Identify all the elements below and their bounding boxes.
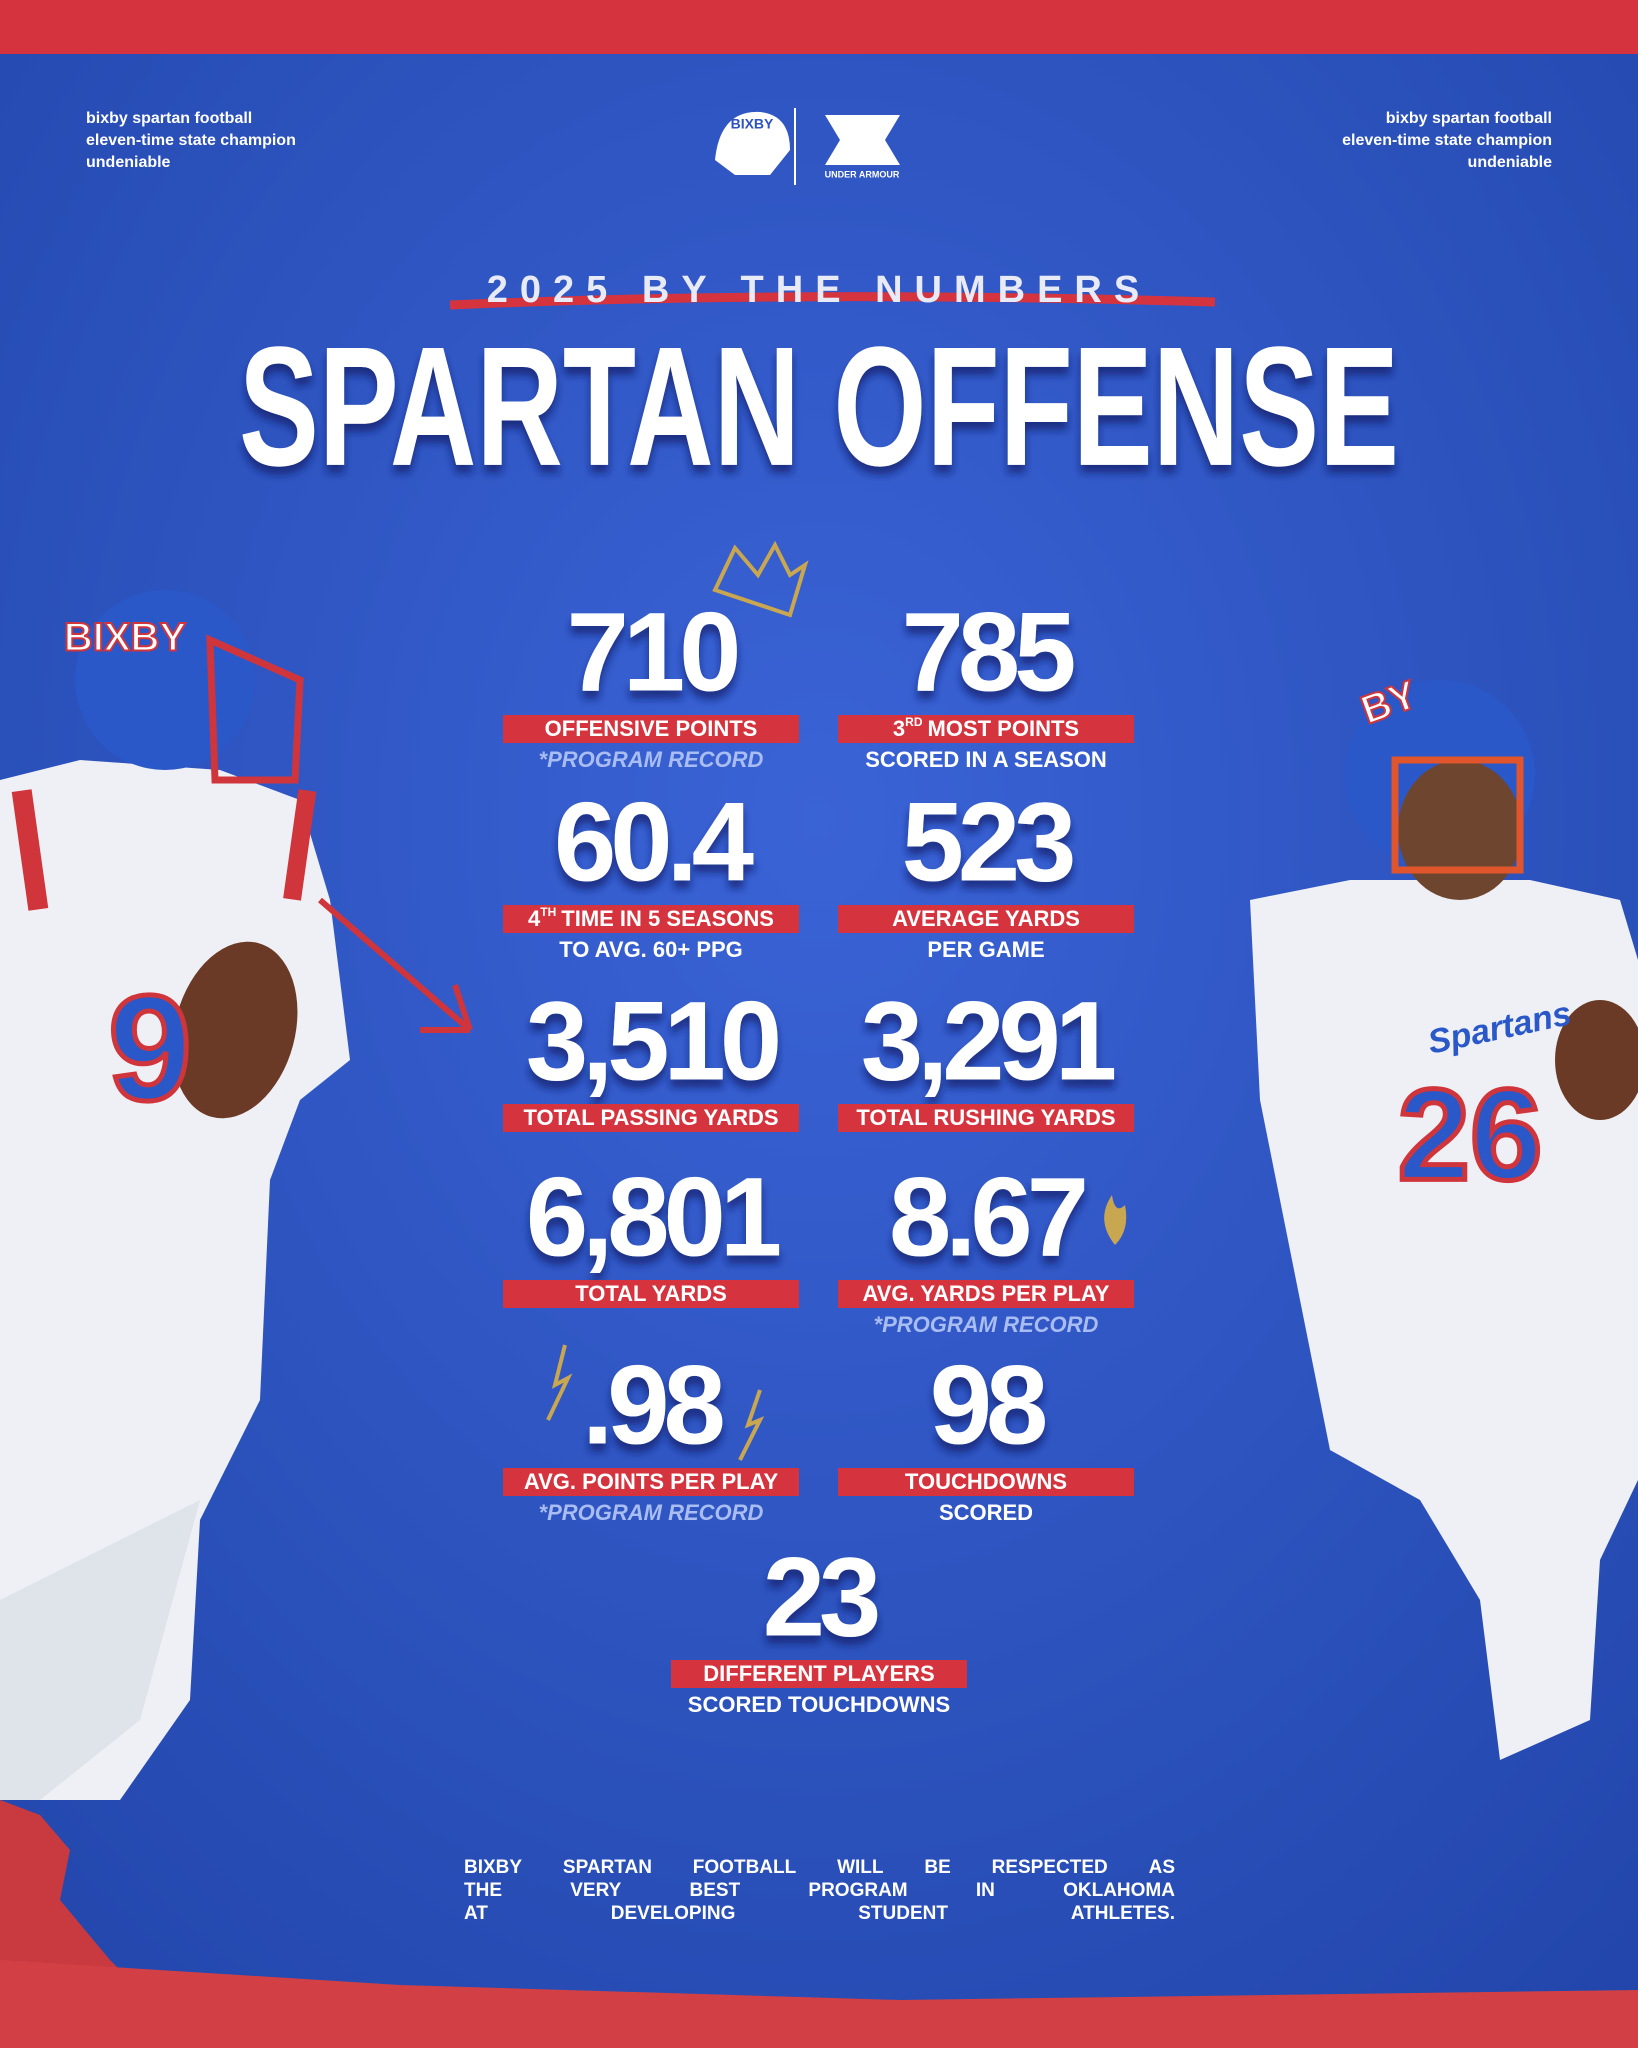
subtitle-stroke (449, 292, 1216, 310)
crown (712, 540, 809, 618)
footer-word: VERY (570, 1880, 621, 1901)
footer-word: DEVELOPING (611, 1903, 736, 1924)
corner-line: eleven-time state champion (1342, 132, 1552, 149)
footer-word: BE (924, 1857, 950, 1878)
footer-word: BIXBY (464, 1857, 522, 1878)
corner-line: eleven-time state champion (86, 132, 296, 149)
label-bar (838, 1104, 1134, 1132)
stat-value: 785 (902, 590, 1075, 715)
stat-note: *PROGRAM RECORD (539, 1500, 764, 1525)
stat-value: 523 (902, 780, 1074, 905)
stat-value: 3,510 (526, 979, 778, 1104)
logo: BIXBY UNDER ARMOUR (715, 108, 900, 185)
stat-value: 23 (763, 1535, 878, 1660)
label-bar (503, 1468, 799, 1496)
footer-word: BEST (690, 1880, 741, 1901)
stat-value: 8.67 (889, 1155, 1085, 1280)
label-sup: RD (905, 715, 923, 729)
stat-label: 4TH TIME IN 5 SEASONS (528, 905, 774, 931)
jersey-number: 26 (1398, 1061, 1543, 1207)
stat-note: SCORED (939, 1500, 1033, 1525)
flame (1104, 1195, 1127, 1245)
label-bar (503, 905, 799, 933)
stat-label: DIFFERENT PLAYERS (703, 1661, 934, 1686)
footer-word: RESPECTED (992, 1857, 1108, 1878)
label-number: 4 (528, 906, 541, 931)
stat-note: SCORED TOUCHDOWNS (688, 1692, 950, 1717)
bolt (738, 1389, 765, 1461)
label-text: MOST POINTS (928, 716, 1080, 741)
footer-word: SPARTAN (563, 1857, 652, 1878)
footer-word: FOOTBALL (693, 1857, 797, 1878)
label-bar (503, 1280, 799, 1308)
footer-word: AT (464, 1903, 488, 1924)
label-bar (838, 1280, 1134, 1308)
stat-label: AVG. POINTS PER PLAY (524, 1469, 779, 1494)
stat-value: 98 (930, 1343, 1045, 1468)
corner-line: undeniable (86, 154, 171, 171)
title: SPARTAN OFFENSE (239, 312, 1399, 502)
top-bar (0, 0, 1638, 54)
label-bar (503, 715, 799, 743)
stat-label: TOTAL PASSING YARDS (523, 1105, 778, 1130)
footer-word: ATHLETES. (1071, 1903, 1175, 1924)
corner-line: bixby spartan football (86, 110, 252, 127)
stat-label: TOTAL YARDS (575, 1281, 727, 1306)
logo-brand: UNDER ARMOUR (825, 169, 900, 179)
left-player: BIXBY 9 (0, 590, 473, 1800)
stat-note: *PROGRAM RECORD (539, 747, 764, 772)
stat-value: 710 (567, 590, 738, 715)
footer-word: THE (464, 1880, 502, 1901)
stat-label: TOUCHDOWNS (905, 1469, 1067, 1494)
footer-word: WILL (837, 1857, 884, 1878)
stat-note: TO AVG. 60+ PPG (559, 937, 743, 962)
helmet-text: BIXBY (64, 616, 187, 660)
stat-label: 3RD MOST POINTS (893, 715, 1079, 741)
footer-word: PROGRAM (808, 1880, 907, 1901)
stat-note: *PROGRAM RECORD (874, 1312, 1099, 1337)
label-text: TIME IN 5 SEASONS (561, 906, 774, 931)
stat-value: 6,801 (526, 1155, 780, 1280)
stat-label: TOTAL RUSHING YARDS (856, 1105, 1115, 1130)
footer-word: STUDENT (858, 1903, 948, 1924)
stat-value: 60.4 (554, 780, 754, 905)
stat-value: .98 (582, 1343, 722, 1468)
label-bar (671, 1660, 967, 1688)
right-player: BY Spartans 26 (1250, 671, 1638, 1760)
label-bar (838, 905, 1134, 933)
bottom-band (0, 1960, 1638, 2048)
label-sup: TH (540, 905, 556, 919)
corner-line: undeniable (1468, 154, 1553, 171)
stat-label: OFFENSIVE POINTS (545, 716, 758, 741)
bolt (546, 1344, 573, 1421)
label-bar (838, 715, 1134, 743)
label-number: 3 (893, 716, 905, 741)
stat-note: PER GAME (927, 937, 1044, 962)
stat-label: AVG. YARDS PER PLAY (863, 1281, 1110, 1306)
logo-school: BIXBY (731, 116, 774, 132)
footer: BIXBY SPARTAN FOOTBALL WILL BE RESPECTED AS THE… (464, 1857, 1175, 1924)
label-bar (838, 1468, 1134, 1496)
footer-word: OKLAHOMA (1063, 1880, 1175, 1901)
stat-note: SCORED IN A SEASON (865, 747, 1107, 772)
footer-word: IN (976, 1880, 995, 1901)
subtitle: 2025 BY THE NUMBERS (487, 269, 1151, 311)
jersey-number: 9 (108, 964, 191, 1132)
stat-label: AVERAGE YARDS (892, 906, 1080, 931)
label-bar (503, 1104, 799, 1132)
stat-value: 3,291 (861, 979, 1115, 1104)
footer-word: AS (1149, 1857, 1175, 1878)
corner-line: bixby spartan football (1386, 110, 1552, 127)
